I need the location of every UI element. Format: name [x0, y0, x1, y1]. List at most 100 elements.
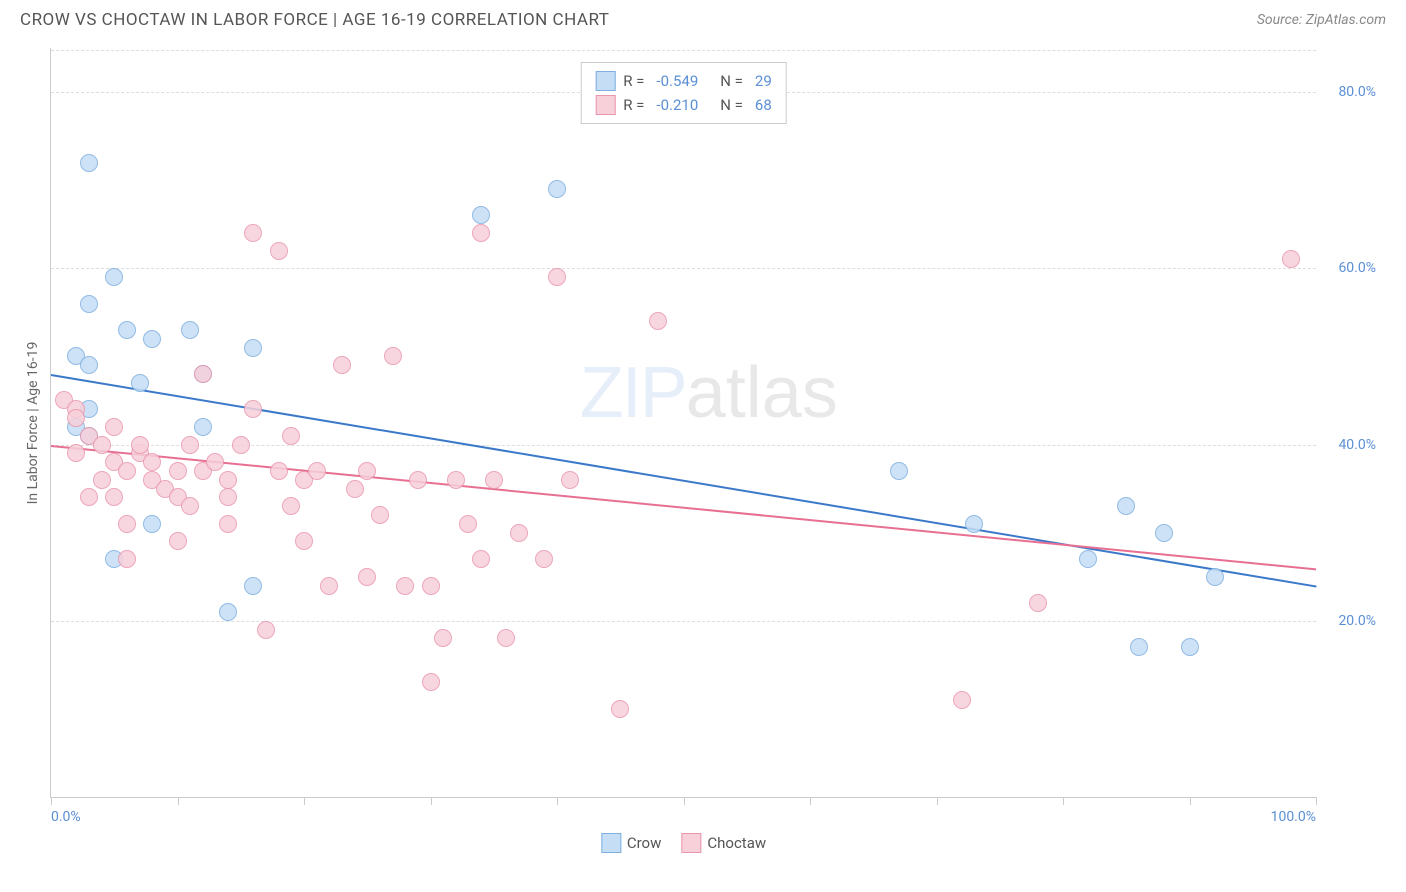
data-point-crow: [80, 154, 98, 172]
data-point-choctaw: [244, 400, 262, 418]
bottom-legend: Crow Choctaw: [601, 833, 766, 853]
data-point-choctaw: [447, 471, 465, 489]
data-point-crow: [80, 356, 98, 374]
data-point-choctaw: [257, 621, 275, 639]
x-tick-label: 0.0%: [51, 809, 81, 825]
data-point-choctaw: [295, 532, 313, 550]
stats-row-choctaw: R =-0.210N =68: [595, 93, 772, 117]
stat-n-value: 29: [755, 72, 772, 90]
legend-swatch: [595, 95, 615, 115]
data-point-crow: [244, 339, 262, 357]
legend-label: Crow: [627, 834, 662, 852]
data-point-choctaw: [371, 506, 389, 524]
data-point-choctaw: [118, 462, 136, 480]
data-point-choctaw: [649, 312, 667, 330]
stat-n-label: N =: [720, 72, 743, 90]
y-tick-label: 60.0%: [1338, 260, 1376, 276]
gridline: [51, 268, 1316, 269]
data-point-crow: [1206, 568, 1224, 586]
x-tick: [1190, 797, 1191, 805]
y-tick-label: 20.0%: [1338, 613, 1376, 629]
data-point-choctaw: [181, 436, 199, 454]
x-tick: [431, 797, 432, 805]
legend-swatch: [681, 833, 701, 853]
data-point-choctaw: [219, 488, 237, 506]
data-point-crow: [143, 515, 161, 533]
data-point-crow: [890, 462, 908, 480]
data-point-crow: [143, 330, 161, 348]
stat-r-label: R =: [623, 72, 644, 90]
watermark-atlas: atlas: [686, 353, 838, 433]
data-point-choctaw: [93, 436, 111, 454]
data-point-choctaw: [497, 629, 515, 647]
data-point-choctaw: [510, 524, 528, 542]
x-tick: [1316, 797, 1317, 805]
x-tick: [1063, 797, 1064, 805]
chart-title: CROW VS CHOCTAW IN LABOR FORCE | AGE 16-…: [20, 10, 609, 30]
data-point-crow: [194, 418, 212, 436]
data-point-crow: [965, 515, 983, 533]
legend-swatch: [595, 71, 615, 91]
trend-line-crow: [51, 374, 1316, 587]
data-point-choctaw: [561, 471, 579, 489]
data-point-crow: [105, 268, 123, 286]
data-point-choctaw: [143, 453, 161, 471]
data-point-crow: [244, 577, 262, 595]
data-point-choctaw: [308, 462, 326, 480]
legend-swatch: [601, 833, 621, 853]
data-point-choctaw: [346, 480, 364, 498]
gridline: [51, 621, 1316, 622]
data-point-choctaw: [270, 242, 288, 260]
watermark: ZIPatlas: [580, 352, 838, 434]
data-point-choctaw: [953, 691, 971, 709]
data-point-crow: [118, 321, 136, 339]
data-point-choctaw: [459, 515, 477, 533]
data-point-choctaw: [169, 532, 187, 550]
data-point-crow: [1155, 524, 1173, 542]
data-point-choctaw: [611, 700, 629, 718]
legend-item-crow: Crow: [601, 833, 662, 853]
x-tick-label: 100.0%: [1271, 809, 1316, 825]
data-point-choctaw: [282, 427, 300, 445]
data-point-crow: [548, 180, 566, 198]
y-tick-label: 80.0%: [1338, 84, 1376, 100]
data-point-choctaw: [333, 356, 351, 374]
x-tick: [937, 797, 938, 805]
data-point-crow: [181, 321, 199, 339]
data-point-choctaw: [219, 515, 237, 533]
data-point-choctaw: [118, 550, 136, 568]
data-point-choctaw: [485, 471, 503, 489]
data-point-choctaw: [244, 224, 262, 242]
legend-label: Choctaw: [707, 834, 766, 852]
data-point-crow: [219, 603, 237, 621]
x-tick: [178, 797, 179, 805]
x-tick: [557, 797, 558, 805]
data-point-choctaw: [194, 365, 212, 383]
data-point-choctaw: [1282, 250, 1300, 268]
stat-n-value: 68: [755, 96, 772, 114]
data-point-choctaw: [548, 268, 566, 286]
data-point-crow: [1130, 638, 1148, 656]
data-point-choctaw: [1029, 594, 1047, 612]
data-point-crow: [80, 295, 98, 313]
x-tick: [810, 797, 811, 805]
data-point-choctaw: [472, 224, 490, 242]
x-tick: [304, 797, 305, 805]
data-point-choctaw: [270, 462, 288, 480]
plot-area: In Labor Force | Age 16-19 ZIPatlas R =-…: [50, 48, 1316, 798]
stats-legend-box: R =-0.549N =29R =-0.210N =68: [580, 62, 787, 124]
data-point-choctaw: [320, 577, 338, 595]
chart-container: In Labor Force | Age 16-19 ZIPatlas R =-…: [20, 38, 1386, 858]
data-point-choctaw: [105, 418, 123, 436]
data-point-choctaw: [131, 436, 149, 454]
stat-r-label: R =: [623, 96, 644, 114]
data-point-choctaw: [93, 471, 111, 489]
stats-row-crow: R =-0.549N =29: [595, 69, 772, 93]
data-point-choctaw: [219, 471, 237, 489]
source-attribution: Source: ZipAtlas.com: [1257, 12, 1386, 28]
data-point-crow: [472, 206, 490, 224]
legend-item-choctaw: Choctaw: [681, 833, 766, 853]
stat-r-value: -0.210: [656, 96, 698, 114]
data-point-crow: [1079, 550, 1097, 568]
data-point-choctaw: [358, 568, 376, 586]
